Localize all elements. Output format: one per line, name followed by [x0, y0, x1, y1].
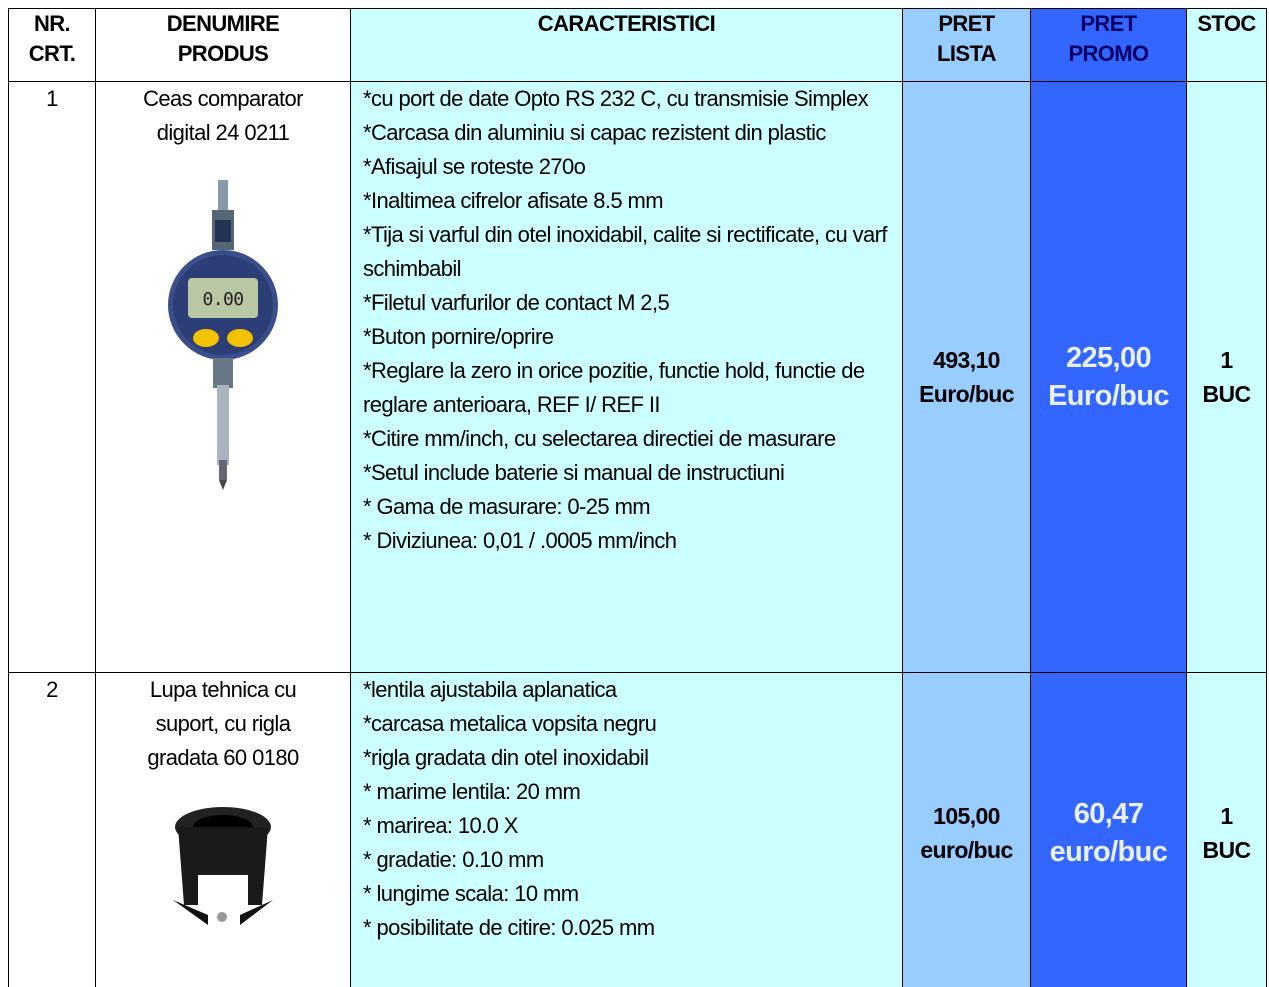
- row: 1 Ceas comparator digital 24 0211 0.00 *cu…: [8, 81, 1267, 673]
- header-row: NR. CRT. DENUMIRE PRODUS CARACTERISTICI PRET L…: [8, 8, 1267, 82]
- stock: 1: [1220, 803, 1233, 829]
- header-text: PROMO: [1068, 41, 1149, 66]
- price-list-cell: 493,10 Euro/buc: [902, 81, 1031, 673]
- price-promo-cell: 60,47 euro/buc: [1030, 672, 1187, 987]
- nr-cell: 1: [8, 81, 96, 673]
- feature: * gradatie: 0.10 mm: [363, 847, 544, 872]
- header-text: PRODUS: [177, 41, 269, 66]
- feature: * marirea: 10.0 X: [363, 813, 518, 838]
- header-cell: DENUMIRE PRODUS: [95, 8, 351, 82]
- feature: *Buton pornire/oprire: [363, 324, 554, 349]
- stock: 1: [1220, 347, 1233, 373]
- price-promo: 60,47: [1073, 798, 1144, 830]
- price-list: Euro/buc: [919, 381, 1014, 407]
- price-list: 105,00: [933, 803, 1000, 829]
- feature: * marime lentila: 20 mm: [363, 779, 581, 804]
- price-list: 493,10: [933, 347, 1000, 373]
- feature: * Gama de masurare: 0-25 mm: [363, 494, 651, 519]
- product-name: gradata 60 0180: [147, 745, 299, 770]
- nr-cell: 2: [8, 672, 96, 987]
- header-text: STOC: [1197, 11, 1256, 36]
- product-name: Ceas comparator: [143, 86, 303, 111]
- header-text: NR.: [33, 11, 71, 36]
- feature: *Tija si varful din otel inoxidabil, cal…: [363, 222, 887, 281]
- features-cell: *lentila ajustabila aplanatica *carcasa m…: [350, 672, 903, 987]
- product-name: digital 24 0211: [156, 120, 290, 145]
- nr: 1: [46, 86, 58, 111]
- feature: *carcasa metalica vopsita negru: [363, 711, 657, 736]
- stock-cell: 1 BUC: [1186, 672, 1267, 987]
- price-promo: 225,00: [1065, 342, 1152, 374]
- table-wrap: NR. CRT. DENUMIRE PRODUS CARACTERISTICI PRET L…: [8, 8, 1268, 987]
- svg-text:0.00: 0.00: [203, 289, 244, 310]
- header-text: CARACTERISTICI: [537, 11, 716, 36]
- price-list: euro/buc: [920, 837, 1013, 863]
- header-text: DENUMIRE: [166, 11, 280, 36]
- feature: *lentila ajustabila aplanatica: [363, 677, 617, 702]
- name-cell: Lupa tehnica cu suport, cu rigla gradata 6…: [95, 672, 351, 987]
- feature: *rigla gradata din otel inoxidabil: [363, 745, 649, 770]
- row: 2 Lupa tehnica cu suport, cu rigla gradata …: [8, 672, 1267, 987]
- stock-cell: 1 BUC: [1186, 81, 1267, 673]
- feature: * posibilitate de citire: 0.025 mm: [363, 915, 655, 940]
- price-list-cell: 105,00 euro/buc: [902, 672, 1031, 987]
- header-cell: PRET LISTA: [902, 8, 1031, 82]
- product-name: suport, cu rigla: [155, 711, 291, 736]
- header-cell: CARACTERISTICI: [350, 8, 903, 82]
- header-text: LISTA: [937, 41, 997, 66]
- header-cell: NR. CRT.: [8, 8, 96, 82]
- header-cell: STOC: [1186, 8, 1267, 82]
- feature: *Setul include baterie si manual de inst…: [363, 460, 785, 485]
- feature: *Afisajul se roteste 270o: [363, 154, 586, 179]
- feature: * lungime scala: 10 mm: [363, 881, 579, 906]
- price-promo: Euro/buc: [1048, 380, 1169, 412]
- feature: *Citire mm/inch, cu selectarea directiei…: [363, 426, 836, 451]
- stock: BUC: [1202, 381, 1251, 407]
- header-text: PRET: [938, 11, 995, 36]
- price-table: NR. CRT. DENUMIRE PRODUS CARACTERISTICI PRET L…: [8, 8, 1267, 987]
- stock: BUC: [1202, 837, 1251, 863]
- product-image: 0.00: [168, 180, 278, 490]
- price-promo-cell: 225,00 Euro/buc: [1030, 81, 1187, 673]
- name-cell: Ceas comparator digital 24 0211 0.00: [95, 81, 351, 673]
- nr: 2: [46, 677, 58, 702]
- feature: *Carcasa din aluminiu si capac rezistent…: [363, 120, 826, 145]
- header-text: CRT.: [28, 41, 76, 66]
- feature: *Reglare la zero in orice pozitie, funct…: [363, 358, 865, 417]
- feature: *cu port de date Opto RS 232 C, cu trans…: [363, 86, 869, 111]
- header-text: PRET: [1080, 11, 1137, 36]
- features-cell: *cu port de date Opto RS 232 C, cu trans…: [350, 81, 903, 673]
- feature: * Diviziunea: 0,01 / .0005 mm/inch: [363, 528, 677, 553]
- product-name: Lupa tehnica cu: [149, 677, 297, 702]
- product-image: [173, 807, 273, 925]
- header-cell: PRET PROMO: [1030, 8, 1187, 82]
- price-promo: euro/buc: [1049, 836, 1168, 868]
- feature: *Filetul varfurilor de contact M 2,5: [363, 290, 670, 315]
- feature: *Inaltimea cifrelor afisate 8.5 mm: [363, 188, 664, 213]
